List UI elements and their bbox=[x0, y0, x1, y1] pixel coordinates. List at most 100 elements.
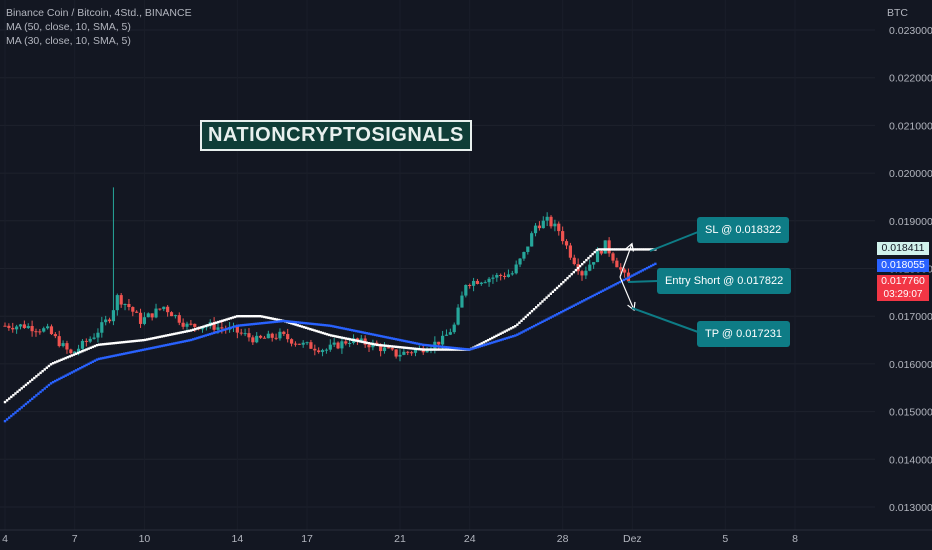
moving-average-series bbox=[3, 248, 657, 423]
ma50-point bbox=[158, 335, 161, 339]
ma30-point bbox=[233, 325, 237, 328]
ma50-point bbox=[250, 315, 253, 318]
ma30-point bbox=[530, 325, 534, 329]
ma30-point bbox=[269, 321, 272, 324]
ma30-point bbox=[91, 360, 95, 363]
ma50-point bbox=[125, 340, 128, 344]
candle-body bbox=[483, 282, 487, 284]
ma30-point bbox=[652, 263, 655, 267]
ma30-point bbox=[139, 349, 143, 352]
ma30-point bbox=[589, 295, 592, 299]
ma30-point bbox=[20, 406, 23, 409]
ma30-point bbox=[643, 268, 647, 271]
ma30-point bbox=[451, 346, 454, 350]
candle-body bbox=[104, 319, 108, 323]
candle-body bbox=[111, 310, 116, 322]
ma30-point bbox=[516, 333, 519, 336]
y-tick-label: 0.013000 bbox=[889, 502, 932, 514]
ma50-point bbox=[41, 369, 44, 373]
candle-body bbox=[3, 325, 7, 327]
ma30-point bbox=[127, 351, 130, 355]
ma50-point bbox=[566, 276, 569, 280]
ma30-point bbox=[520, 331, 523, 334]
ma30-point bbox=[64, 374, 67, 377]
candle-body bbox=[607, 240, 611, 254]
ma30-point bbox=[415, 342, 419, 345]
sl-annotation[interactable]: SL @ 0.018322 bbox=[697, 217, 790, 243]
ma30-point bbox=[325, 324, 329, 327]
ma30-point bbox=[150, 346, 153, 350]
ma50-point bbox=[302, 325, 306, 329]
ma30-point bbox=[79, 366, 82, 370]
ma30-legend: MA (30, close, 10, SMA, 5) bbox=[6, 35, 131, 47]
x-tick-label: 7 bbox=[72, 533, 78, 545]
ma30-point bbox=[47, 383, 51, 387]
candle-body bbox=[73, 351, 77, 354]
candle-body bbox=[390, 348, 394, 350]
ma30-point bbox=[60, 376, 63, 380]
ma30-point bbox=[137, 349, 141, 352]
ma50-point bbox=[154, 336, 157, 339]
ma30-point bbox=[547, 317, 550, 320]
ma50-point bbox=[146, 338, 149, 341]
ma30-point bbox=[606, 287, 609, 290]
ma50-point bbox=[200, 326, 203, 329]
ma30-point bbox=[294, 320, 297, 324]
ma30-point bbox=[202, 334, 205, 338]
ma30-point bbox=[486, 342, 490, 346]
ma50-point bbox=[476, 344, 479, 347]
candle-body bbox=[181, 322, 185, 327]
ma30-point bbox=[457, 347, 460, 350]
ma50-point bbox=[618, 248, 622, 251]
ma50-point bbox=[620, 248, 624, 251]
candle-body bbox=[448, 332, 452, 335]
candle-body bbox=[88, 338, 92, 342]
ma30-point bbox=[442, 345, 446, 349]
ma50-point bbox=[413, 347, 417, 350]
ma30-point bbox=[204, 334, 207, 337]
ma30-point bbox=[411, 341, 414, 344]
ma30-point bbox=[162, 344, 166, 347]
ma50-point bbox=[311, 328, 314, 331]
ma30-point bbox=[363, 331, 366, 334]
ma30-point bbox=[355, 329, 358, 333]
entry-annotation[interactable]: Entry Short @ 0.017822 bbox=[657, 268, 792, 294]
ma30-point bbox=[497, 339, 500, 342]
ma50-point bbox=[647, 248, 651, 251]
ma50-point bbox=[338, 335, 341, 339]
ma30-point bbox=[3, 419, 7, 423]
ma50-point bbox=[244, 315, 247, 318]
ma50-point bbox=[330, 334, 333, 337]
ma50-point bbox=[304, 326, 308, 330]
tp-annotation[interactable]: TP @ 0.017231 bbox=[697, 321, 791, 347]
ma50-point bbox=[323, 332, 327, 335]
ma50-point bbox=[30, 378, 34, 381]
ma50-point bbox=[261, 315, 264, 318]
ma50-point bbox=[246, 315, 249, 318]
ma50-point bbox=[399, 346, 402, 349]
ma50-point bbox=[265, 316, 268, 319]
ma30-point bbox=[405, 340, 408, 343]
ma30-point bbox=[189, 338, 193, 342]
ma30-point bbox=[244, 323, 247, 327]
ma50-point bbox=[39, 371, 42, 375]
ma30-point bbox=[378, 334, 381, 338]
ma30-point bbox=[221, 329, 224, 332]
ma30-point bbox=[390, 337, 394, 340]
ma50-point bbox=[217, 320, 220, 324]
ma50-point bbox=[87, 347, 90, 350]
candle-body bbox=[274, 337, 278, 339]
ma30-point bbox=[597, 291, 601, 295]
ma50-point bbox=[491, 336, 494, 340]
ma30-point bbox=[108, 355, 111, 358]
ma50-point bbox=[633, 248, 636, 251]
candle-body bbox=[611, 253, 615, 261]
ma30-point bbox=[72, 370, 76, 373]
ma50-point bbox=[641, 248, 645, 251]
ma30-point bbox=[369, 332, 373, 336]
ma30-point bbox=[215, 331, 218, 334]
ma30-point bbox=[424, 343, 427, 347]
candle-body bbox=[26, 326, 30, 329]
x-tick-label: 14 bbox=[232, 533, 244, 545]
